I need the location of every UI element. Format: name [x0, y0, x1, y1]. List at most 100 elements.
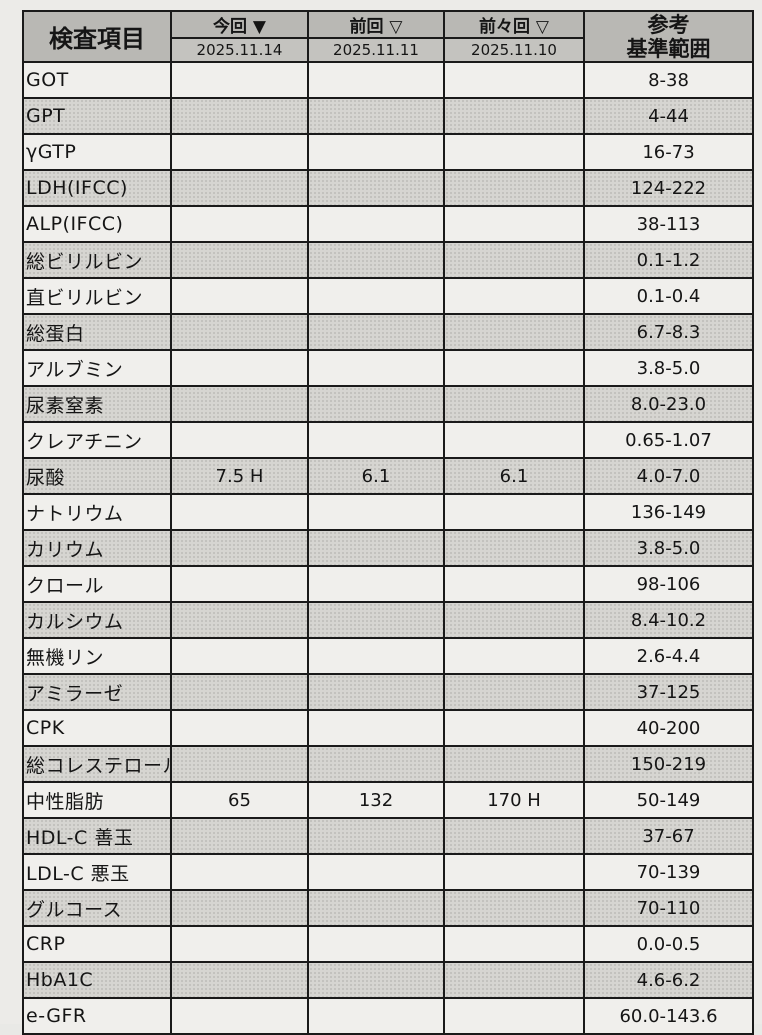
value-current — [170, 601, 309, 639]
value-current — [170, 745, 309, 783]
value-before-previous — [443, 673, 585, 711]
value-before-previous — [443, 925, 585, 963]
test-name: アミラーゼ — [22, 673, 172, 711]
value-current — [170, 349, 309, 387]
value-current — [170, 385, 309, 423]
value-current — [170, 169, 309, 207]
table-row: 総コレステロール 150-219 — [22, 745, 754, 783]
table-row: LDL-C 悪玉 70-139 — [22, 853, 754, 891]
test-name: GPT — [22, 97, 172, 135]
value-current — [170, 241, 309, 279]
value-previous — [307, 133, 445, 171]
value-before-previous — [443, 997, 585, 1035]
value-previous — [307, 97, 445, 135]
value-before-previous — [443, 61, 585, 99]
test-name: γGTP — [22, 133, 172, 171]
test-name: 総コレステロール — [22, 745, 172, 783]
value-previous — [307, 673, 445, 711]
value-previous — [307, 349, 445, 387]
reference-range: 0.1-0.4 — [583, 277, 754, 315]
reference-range: 0.0-0.5 — [583, 925, 754, 963]
test-name: ナトリウム — [22, 493, 172, 531]
value-before-previous — [443, 313, 585, 351]
test-name: アルブミン — [22, 349, 172, 387]
value-current — [170, 529, 309, 567]
value-before-previous — [443, 745, 585, 783]
value-before-previous: 6.1 — [443, 457, 585, 495]
value-before-previous: 170 H — [443, 781, 585, 819]
value-previous — [307, 493, 445, 531]
value-before-previous — [443, 529, 585, 567]
value-before-previous — [443, 853, 585, 891]
triangle-outline-icon: ▽ — [535, 17, 549, 37]
value-current: 65 — [170, 781, 309, 819]
value-current — [170, 97, 309, 135]
test-name: CPK — [22, 709, 172, 747]
table-row: ナトリウム 136-149 — [22, 493, 754, 531]
table-row: CPK 40-200 — [22, 709, 754, 747]
reference-range: 6.7-8.3 — [583, 313, 754, 351]
table-row: CRP 0.0-0.5 — [22, 925, 754, 963]
test-name: LDL-C 悪玉 — [22, 853, 172, 891]
lab-results-table: 検査項目 今回 ▼ 前回 ▽ 前々回 ▽ 参考 基準範囲 2025.11.14 2… — [22, 10, 754, 1035]
value-previous — [307, 421, 445, 459]
header-before-previous: 前々回 ▽ — [443, 10, 585, 39]
reference-range: 3.8-5.0 — [583, 349, 754, 387]
table-row: 総蛋白 6.7-8.3 — [22, 313, 754, 351]
header-reference: 参考 基準範囲 — [583, 10, 754, 63]
table-row: e-GFR 60.0-143.6 — [22, 997, 754, 1035]
value-previous — [307, 745, 445, 783]
value-previous — [307, 385, 445, 423]
test-name: 総ビリルビン — [22, 241, 172, 279]
value-before-previous — [443, 241, 585, 279]
reference-range: 38-113 — [583, 205, 754, 243]
reference-range: 3.8-5.0 — [583, 529, 754, 567]
table-row: アミラーゼ 37-125 — [22, 673, 754, 711]
value-before-previous — [443, 637, 585, 675]
table-row: 尿素窒素 8.0-23.0 — [22, 385, 754, 423]
test-name: カリウム — [22, 529, 172, 567]
table-row: HDL-C 善玉 37-67 — [22, 817, 754, 855]
value-previous — [307, 205, 445, 243]
test-name: ALP(IFCC) — [22, 205, 172, 243]
value-current — [170, 889, 309, 927]
test-name: 無機リン — [22, 637, 172, 675]
value-current — [170, 925, 309, 963]
header-item: 検査項目 — [22, 10, 172, 63]
reference-range: 50-149 — [583, 781, 754, 819]
reference-range: 70-110 — [583, 889, 754, 927]
value-previous — [307, 709, 445, 747]
value-current — [170, 493, 309, 531]
value-before-previous — [443, 493, 585, 531]
value-current — [170, 673, 309, 711]
value-before-previous — [443, 565, 585, 603]
table-row: 尿酸 7.5 H 6.1 6.1 4.0-7.0 — [22, 457, 754, 495]
header-previous: 前回 ▽ — [307, 10, 445, 39]
value-current — [170, 133, 309, 171]
value-previous: 132 — [307, 781, 445, 819]
table-row: HbA1C 4.6-6.2 — [22, 961, 754, 999]
value-previous — [307, 529, 445, 567]
reference-range: 4.0-7.0 — [583, 457, 754, 495]
value-current — [170, 853, 309, 891]
reference-range: 4-44 — [583, 97, 754, 135]
value-before-previous — [443, 889, 585, 927]
test-name: 中性脂肪 — [22, 781, 172, 819]
date-before-previous: 2025.11.10 — [443, 37, 585, 63]
table-row: 無機リン 2.6-4.4 — [22, 637, 754, 675]
value-before-previous — [443, 97, 585, 135]
value-previous — [307, 637, 445, 675]
table-row: クレアチニン 0.65-1.07 — [22, 421, 754, 459]
value-previous — [307, 169, 445, 207]
value-previous — [307, 241, 445, 279]
reference-range: 98-106 — [583, 565, 754, 603]
value-before-previous — [443, 205, 585, 243]
value-previous — [307, 925, 445, 963]
header-current: 今回 ▼ — [170, 10, 309, 39]
table-row: ALP(IFCC) 38-113 — [22, 205, 754, 243]
reference-range: 40-200 — [583, 709, 754, 747]
test-name: LDH(IFCC) — [22, 169, 172, 207]
table-row: LDH(IFCC) 124-222 — [22, 169, 754, 207]
table-row: アルブミン 3.8-5.0 — [22, 349, 754, 387]
value-current — [170, 61, 309, 99]
